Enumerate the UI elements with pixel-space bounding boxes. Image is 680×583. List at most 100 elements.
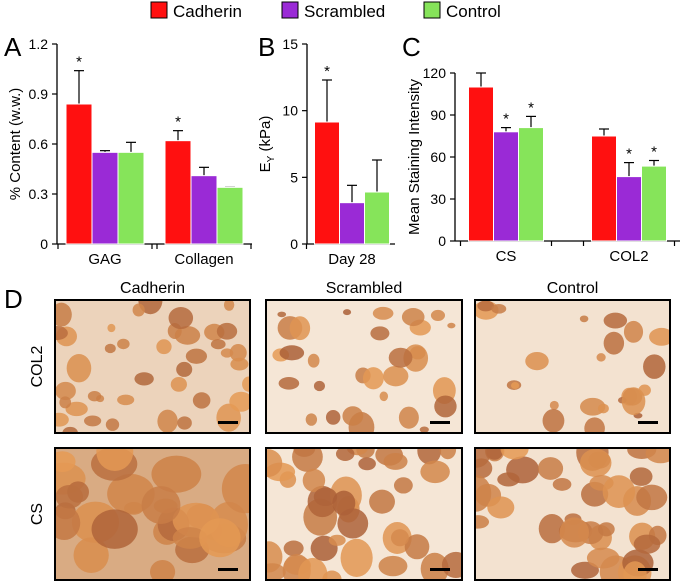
cell (66, 354, 92, 383)
cell (500, 448, 529, 460)
x-tick-label: Collagen (174, 251, 233, 268)
cell (487, 496, 515, 519)
bar (91, 151, 119, 245)
cell (447, 322, 456, 329)
image-frame (265, 299, 463, 434)
cell (96, 448, 134, 471)
cell (404, 534, 430, 560)
cell (134, 372, 154, 386)
bar (364, 191, 390, 245)
y-tick-label: 0.3 (29, 186, 49, 202)
y-tick-label: 15 (282, 36, 298, 52)
y-tick-label: 5 (290, 169, 298, 185)
cell (571, 561, 599, 579)
cell (537, 457, 564, 480)
x-tick-label: COL2 (609, 248, 648, 265)
cell (55, 326, 68, 341)
cell (643, 354, 666, 379)
legend-label: Scrambled (304, 2, 385, 21)
cell (636, 484, 668, 511)
cell (55, 302, 72, 327)
cell (230, 357, 249, 371)
y-axis-label: Mean Staining Intensity (406, 79, 423, 235)
cell (91, 509, 138, 549)
cell (87, 390, 102, 402)
cell (55, 484, 83, 509)
y-tick-label: 60 (430, 149, 446, 165)
cell (430, 309, 446, 321)
micrograph (55, 448, 250, 580)
cell (325, 409, 341, 425)
bar (641, 165, 667, 242)
cell (65, 401, 88, 417)
scale-bar (218, 421, 238, 424)
cell (390, 529, 409, 547)
cell (393, 477, 413, 494)
cell (649, 327, 670, 346)
scale-bar (218, 568, 238, 571)
cell (277, 311, 287, 318)
cell (157, 409, 178, 433)
legend-swatch (423, 1, 441, 19)
y-tick-label: 10 (282, 103, 298, 119)
y-tick-label: 0.6 (29, 136, 49, 152)
cell (185, 348, 208, 364)
image-frame (265, 447, 463, 581)
bar (65, 103, 93, 245)
cell (107, 323, 116, 333)
cell (525, 351, 549, 371)
y-tick-label: 120 (423, 65, 447, 81)
y-tick-label: 90 (430, 107, 446, 123)
bar (518, 127, 544, 242)
cell (55, 451, 76, 472)
cell (486, 448, 503, 460)
cell (156, 339, 172, 355)
column-header: Scrambled (326, 280, 402, 297)
legend-label: Cadherin (173, 2, 242, 21)
y-tick-label: 0 (438, 233, 446, 249)
cell (645, 448, 670, 464)
y-tick-label: 30 (430, 191, 446, 207)
cell (369, 489, 395, 514)
cell (379, 391, 389, 402)
cell (124, 502, 144, 515)
cell (510, 381, 520, 390)
micrograph (266, 300, 462, 433)
cell (362, 367, 384, 390)
cell (55, 505, 81, 541)
cell (149, 560, 176, 580)
cell (292, 448, 323, 472)
significance-marker: * (528, 99, 534, 116)
cell (542, 409, 565, 433)
legend-label: Control (446, 2, 501, 21)
image-frame (474, 447, 671, 581)
cell (623, 561, 647, 580)
image-background (475, 300, 670, 433)
image-frame (54, 299, 251, 434)
column-header: Control (547, 280, 599, 297)
cell (172, 527, 208, 549)
cell (378, 555, 408, 577)
cell (603, 331, 625, 355)
cell (621, 387, 646, 416)
micrograph (55, 300, 250, 433)
y-axis-label-part: (kPa) (257, 116, 274, 156)
significance-marker: * (503, 111, 509, 128)
cell (388, 347, 413, 368)
bar (190, 175, 218, 245)
significance-marker: * (324, 63, 330, 80)
cell (283, 540, 304, 557)
y-tick-label: 0 (290, 236, 298, 252)
cell (596, 353, 606, 362)
cell (398, 406, 419, 429)
scale-bar (638, 568, 658, 571)
y-axis-label: EY (kPa) (257, 116, 277, 173)
micrograph (475, 448, 670, 580)
cell (343, 309, 352, 316)
legend-swatch (150, 1, 168, 19)
row-label: CS (29, 503, 46, 525)
cell (307, 353, 320, 368)
cell (383, 453, 408, 470)
cell (117, 338, 130, 350)
